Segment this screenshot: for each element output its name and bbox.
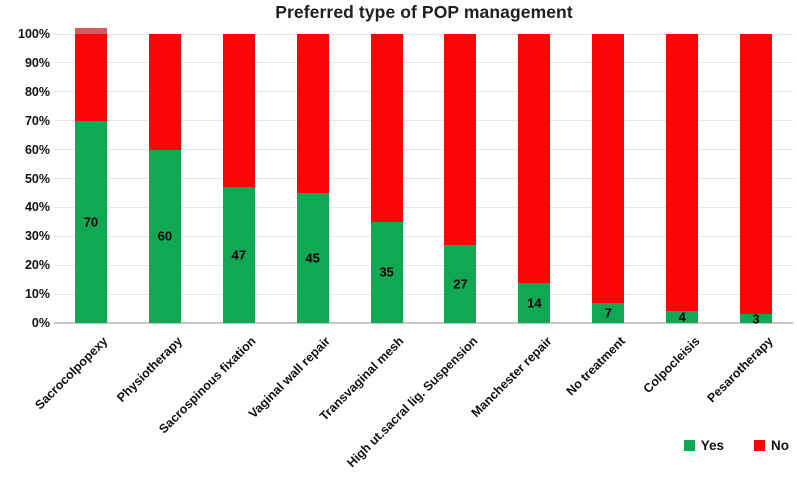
yes-swatch-icon xyxy=(683,440,695,451)
y-axis-tick-10%: 10% xyxy=(24,287,50,302)
value-label-Manchester repair: 14 xyxy=(527,295,542,311)
value-label-Colpocleisis: 4 xyxy=(678,309,686,325)
bar-no-Vaginal wall repair xyxy=(296,34,329,193)
y-axis-tick-20%: 20% xyxy=(24,258,50,273)
legend-item-yes: Yes xyxy=(683,438,724,453)
y-axis-tick-40%: 40% xyxy=(24,200,50,215)
value-label-Vaginal wall repair: 45 xyxy=(305,250,320,266)
bar-no-High ut.sacral lig. Suspension xyxy=(444,34,477,245)
gridline-80% xyxy=(54,91,793,93)
chart-title: Preferred type of POP management xyxy=(275,2,573,22)
gridline-20% xyxy=(54,264,793,266)
gridline-90% xyxy=(54,62,793,64)
gridline-40% xyxy=(54,206,793,208)
bar-yes-Manchester repair xyxy=(518,282,551,323)
value-label-Pesarotherapy: 3 xyxy=(752,311,760,327)
value-label-Physiotherapy: 60 xyxy=(157,228,173,244)
x-axis-label-Sacrocolpopexy: Sacrocolpopexy xyxy=(32,334,111,413)
plot-area: 70 60 47 45 35 27 14 7 4 3 xyxy=(54,28,793,327)
bar-no-Colpocleisis xyxy=(666,34,699,312)
x-axis-label-Vaginal wall repair: Vaginal wall repair xyxy=(245,334,333,422)
no-swatch-icon xyxy=(754,440,765,451)
gridline-0% xyxy=(54,322,793,324)
bar-yes-No treatment xyxy=(592,302,625,323)
value-label-High ut.sacral lig. Suspension: 27 xyxy=(453,276,468,292)
x-axis-label-Pesarotherapy: Pesarotherapy xyxy=(704,334,776,406)
bar-no-Physiotherapy xyxy=(148,34,181,150)
y-axis-tick-30%: 30% xyxy=(24,229,50,244)
y-axis-tick-0%: 0% xyxy=(31,316,50,330)
gridline-10% xyxy=(54,293,793,295)
bar-yes-Sacrospinous fixation xyxy=(222,187,255,323)
gridline-100% xyxy=(54,33,793,35)
gridline-70% xyxy=(54,120,793,122)
bar-yes-Pesarotherapy xyxy=(740,314,773,323)
x-axis-label-Manchester repair: Manchester repair xyxy=(468,334,555,421)
value-label-Sacrocolpopexy: 70 xyxy=(83,214,99,230)
gridline-60% xyxy=(54,149,793,151)
bar-cap-Sacrocolpopexy xyxy=(74,28,107,34)
value-label-No treatment: 7 xyxy=(604,305,612,321)
bar-no-Manchester repair xyxy=(518,34,551,283)
bar-no-No treatment xyxy=(592,34,625,303)
value-label-Sacrospinous fixation: 47 xyxy=(231,247,246,263)
legend-label-yes: Yes xyxy=(700,438,724,453)
y-axis-tick-100%: 100% xyxy=(18,27,50,41)
x-axis-label-Colpocleisis: Colpocleisis xyxy=(640,334,703,396)
x-axis-label-High ut.sacral lig. Suspension: High ut.sacral lig. Suspension xyxy=(344,334,481,471)
y-axis-tick-90%: 90% xyxy=(24,55,50,70)
legend-label-no: No xyxy=(771,438,789,453)
bar-no-Transvaginal mesh xyxy=(370,34,403,222)
y-axis-tick-60%: 60% xyxy=(24,142,50,157)
bar-yes-Colpocleisis xyxy=(666,311,699,323)
x-axis-label-Physiotherapy: Physiotherapy xyxy=(113,334,185,405)
bar-yes-Sacrocolpopexy xyxy=(74,120,107,323)
bar-yes-High ut.sacral lig. Suspension xyxy=(444,244,477,323)
gridline-30% xyxy=(54,235,793,237)
chart-legend: Yes No xyxy=(683,438,789,453)
bar-no-Sacrospinous fixation xyxy=(222,34,255,188)
y-axis-tick-70%: 70% xyxy=(24,113,50,128)
bar-no-Pesarotherapy xyxy=(740,34,773,315)
value-label-Transvaginal mesh: 35 xyxy=(379,264,394,280)
x-axis-label-No treatment: No treatment xyxy=(563,334,629,399)
bar-yes-Physiotherapy xyxy=(148,149,181,323)
bar-no-Sacrocolpopexy xyxy=(74,34,107,121)
y-axis-tick-80%: 80% xyxy=(24,84,50,99)
gridline-50% xyxy=(54,178,793,179)
y-axis-tick-50%: 50% xyxy=(24,171,50,186)
bar-yes-Transvaginal mesh xyxy=(370,221,403,323)
legend-item-no: No xyxy=(754,438,789,453)
bar-yes-Vaginal wall repair xyxy=(296,192,329,323)
